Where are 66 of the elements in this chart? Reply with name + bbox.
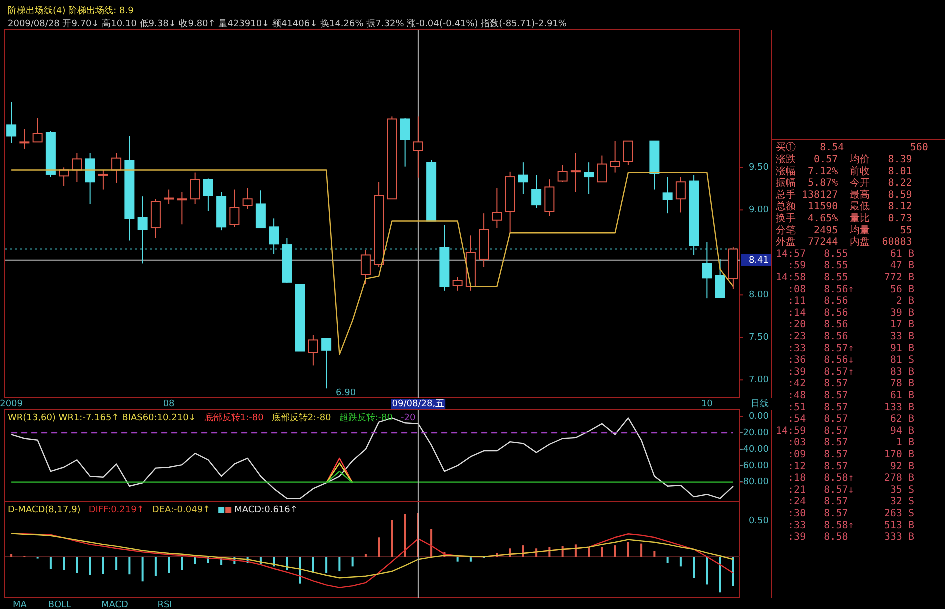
ref-line-label: 8.41 — [748, 256, 769, 266]
text: :59 8.55 47 B — [776, 260, 914, 272]
text: :18 8.58↑ 278 B — [776, 473, 914, 484]
annotation: 6.90 — [336, 388, 356, 398]
text: 买① 8.54 560 — [776, 142, 928, 154]
text: MA — [13, 600, 28, 609]
text: :12 8.57 92 B — [776, 461, 914, 472]
text: 换手 4.65% 量比 0.73 — [776, 212, 912, 225]
text: :11 8.56 2 B — [776, 296, 914, 308]
text: 总手 138127 最高 8.59 — [775, 188, 912, 201]
text: :51 8.57 133 B — [776, 402, 914, 414]
x-tick-label: 08 — [163, 399, 176, 410]
y-tick-label: -40.00 — [740, 444, 770, 455]
y-tick-label: 7.50 — [748, 333, 770, 344]
text: BOLL — [48, 600, 72, 609]
y-tick-label: -20.00 — [740, 428, 770, 438]
y-tick-label: 8.00 — [748, 290, 770, 301]
text: 涨幅 7.12% 前收 8.01 — [776, 165, 912, 178]
text: :39 8.57↑ 83 B — [776, 366, 914, 378]
chart-title: 阶梯出场线(4) 阶梯出场线: 8.9 — [8, 5, 134, 16]
text: 14:57 8.55 61 B — [776, 248, 914, 260]
text: :48 8.57 61 B — [776, 390, 914, 402]
text: :03 8.57 1 B — [776, 438, 914, 449]
y-tick-label: 9.50 — [748, 163, 770, 174]
text: 总额 11590 最低 8.12 — [775, 200, 912, 213]
text: :09 8.57 170 B — [776, 450, 914, 461]
x-tick-label: 2009 — [0, 399, 24, 410]
text: :08 8.56↑ 56 B — [776, 284, 914, 296]
text: 日线 — [751, 398, 769, 410]
text: :36 8.56↓ 81 S — [776, 355, 914, 366]
chart-title: D-MACD(8,17,9) — [8, 505, 81, 516]
chart-subtitle: 2009/08/28 开9.70↓ 高10.10 低9.38↓ 收9.80↑ 量423910↓ 额41406↓ 换14.26% 振7.32% 涨-0.04(-0.41%) 指数(-85.71)-2.91% — [8, 18, 568, 30]
text: 14:58 8.55 772 B — [776, 272, 914, 284]
text: 振幅 5.87% 今开 8.22 — [776, 177, 912, 190]
text: :24 8.57 32 S — [776, 496, 914, 508]
text: MACD — [102, 600, 129, 609]
text: :21 8.57↓ 35 S — [776, 484, 914, 496]
text: 外盘 77244 内盘 60883 — [776, 236, 912, 248]
y-tick-label: 9.00 — [748, 206, 770, 216]
text: :54 8.57 62 B — [776, 414, 914, 426]
x-tick-label: 10 — [701, 399, 714, 410]
text: 分笔 2495 均量 55 — [776, 224, 912, 236]
text: :23 8.56 33 B — [776, 332, 914, 343]
y-tick-label: 7.00 — [748, 376, 770, 386]
y-tick-label: 0.00 — [748, 412, 770, 422]
text: 14:59 8.57 94 B — [776, 426, 914, 437]
y-tick-label: -60.00 — [740, 461, 770, 472]
text: 涨跌 0.57 均价 8.39 — [776, 154, 912, 166]
text: :39 8.58 333 B — [776, 532, 914, 544]
text: 底部反转1:-80 — [204, 412, 264, 424]
text: :14 8.56 39 B — [776, 308, 914, 319]
text: RSI — [158, 600, 172, 609]
text: :42 8.57 78 B — [776, 378, 914, 390]
text: 0.50 — [748, 516, 770, 526]
x-tick-label: 09/08/28,五 — [392, 399, 445, 410]
chart-title: WR(13,60) WR1:-7.165↑ BIAS60:10.210↓ — [8, 413, 196, 424]
text: :33 8.57↑ 91 B — [776, 343, 914, 354]
text: :33 8.58↑ 513 B — [776, 520, 914, 532]
text: :30 8.57 263 S — [776, 508, 914, 520]
text: 底部反转2:-80 — [272, 412, 332, 424]
legend-label: MACD:0.616↑ — [234, 505, 298, 516]
y-tick-label: -80.00 — [740, 478, 770, 488]
series-label: -20 — [401, 413, 416, 424]
text: DEA:-0.049↑ — [152, 505, 211, 516]
text: :20 8.56 17 B — [776, 320, 914, 331]
text: DIFF:0.219↑ — [88, 505, 144, 516]
